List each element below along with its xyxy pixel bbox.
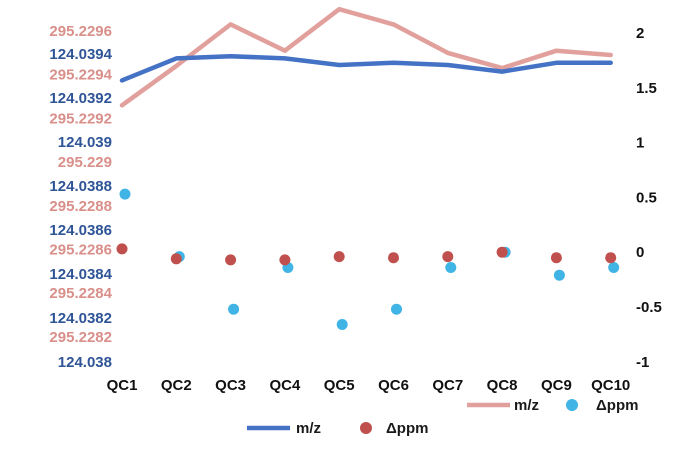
legend-label: Δppm	[386, 420, 428, 437]
ppm-point-red	[442, 251, 454, 263]
x-axis-ticks: QC1 QC2 QC3 QC4 QC5 QC6 QC7 QC8 QC9 QC10	[107, 377, 631, 394]
ppm-point-red	[388, 252, 399, 264]
left-axis-tick-pink: 295.2282	[49, 329, 112, 346]
right-axis-tick: 0.5	[636, 189, 657, 206]
x-axis-tick: QC6	[378, 377, 409, 394]
ppm-point-blue	[228, 303, 240, 315]
left-axis-tick-blue: 124.0394	[49, 46, 112, 63]
left-axis-tick-pink: 295.2292	[49, 110, 112, 127]
ppm-point-blue	[391, 303, 402, 315]
ppm-point-red	[225, 254, 237, 266]
ppm-point-blue	[119, 188, 131, 200]
ppm-point-red	[605, 252, 617, 264]
right-axis-tick: 1.5	[636, 80, 657, 97]
x-axis-tick: QC7	[432, 377, 463, 394]
right-axis-tick: 1	[636, 135, 644, 152]
x-axis-tick: QC9	[541, 377, 572, 394]
left-axis-tick-pink: 295.2296	[49, 23, 112, 40]
left-axis-tick-blue: 124.039	[58, 134, 112, 151]
left-axis-tick-blue: 124.0392	[49, 90, 112, 107]
left-axis-tick-pink: 295.2286	[49, 242, 112, 259]
ppm-point-red	[550, 252, 562, 264]
right-axis-tick: 2	[636, 25, 644, 42]
x-axis-tick: QC10	[591, 377, 630, 394]
x-axis-tick: QC8	[487, 377, 518, 394]
legend-label: m/z	[514, 397, 539, 414]
left-axis-tick-blue: 124.0384	[49, 266, 112, 283]
ppm-point-blue	[445, 262, 457, 273]
legend-label: Δppm	[596, 397, 638, 414]
left-axis-tick-blue: 124.0386	[49, 222, 112, 239]
ppm-point-blue	[553, 269, 565, 281]
left-axis-tick-pink: 295.2284	[49, 285, 112, 302]
x-axis-tick: QC5	[324, 377, 355, 394]
ppm-point-blue	[608, 262, 620, 273]
left-axis-tick-pink: 295.229	[58, 154, 112, 171]
left-axis-tick-blue: 124.0388	[49, 178, 112, 195]
legend-label: m/z	[296, 420, 321, 437]
right-axis-tick: -0.5	[636, 299, 662, 316]
x-axis-tick: QC1	[107, 377, 138, 394]
ppm-point-red	[116, 243, 128, 255]
right-axis-ticks: 2 1.5 1 0.5 0 -0.5 -1	[636, 25, 662, 371]
ppm-point-blue	[336, 319, 348, 330]
ppm-point-red	[279, 254, 291, 266]
left-axis-tick-pink: 295.2288	[49, 198, 112, 215]
legend-dot-ppm-blue	[566, 399, 578, 411]
x-axis-tick: QC3	[215, 377, 246, 394]
left-axis-ticks: 295.2296 295.2294 295.2292 295.229 295.2288 2…	[49, 23, 112, 371]
x-axis-tick: QC4	[269, 377, 301, 394]
right-axis-tick: 0	[636, 244, 644, 261]
ppm-point-red	[333, 251, 345, 263]
series-line-mz-pink	[119, 6, 613, 108]
ppm-point-red	[170, 253, 182, 265]
right-axis-tick: -1	[636, 354, 649, 371]
ppm-point-red	[496, 246, 508, 258]
legend-dot-ppm-red	[360, 422, 372, 434]
series-layer	[116, 6, 620, 330]
left-axis-tick-pink: 295.2294	[49, 67, 112, 84]
x-axis-tick: QC2	[161, 377, 192, 394]
series-line-mz-blue	[119, 53, 613, 83]
left-axis-tick-blue: 124.0382	[49, 310, 112, 327]
left-axis-tick-blue: 124.038	[58, 354, 112, 371]
legend: m/z Δppm m/z Δppm	[247, 397, 638, 437]
